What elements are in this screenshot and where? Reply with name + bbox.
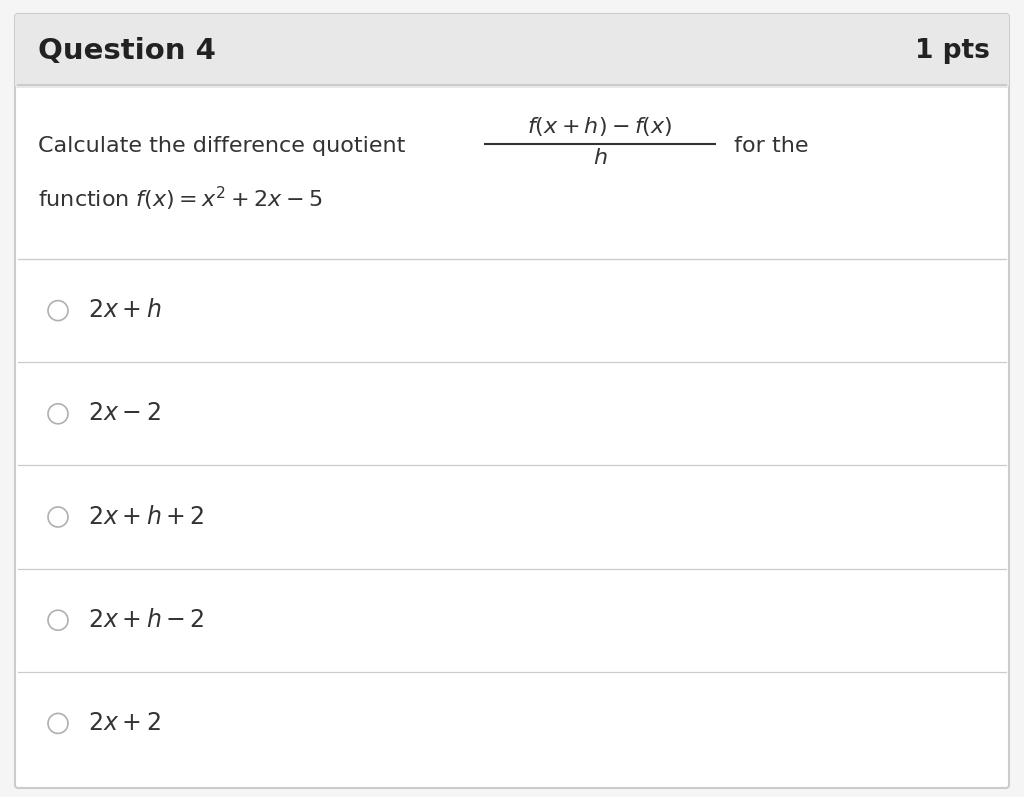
Text: for the: for the: [727, 136, 809, 156]
Circle shape: [48, 404, 68, 424]
Text: Question 4: Question 4: [38, 37, 216, 65]
Text: $2x + 2$: $2x + 2$: [88, 712, 161, 735]
Text: $2x + h + 2$: $2x + h + 2$: [88, 505, 205, 528]
Text: $h$: $h$: [593, 148, 607, 168]
Circle shape: [48, 611, 68, 630]
FancyBboxPatch shape: [15, 14, 1009, 88]
FancyBboxPatch shape: [15, 14, 1009, 788]
Text: 1 pts: 1 pts: [915, 38, 990, 64]
Text: Calculate the difference quotient: Calculate the difference quotient: [38, 136, 413, 156]
Circle shape: [48, 507, 68, 527]
Text: function $f(x) = x^2 + 2x - 5$: function $f(x) = x^2 + 2x - 5$: [38, 185, 323, 213]
Polygon shape: [18, 77, 1006, 85]
Text: $2x - 2$: $2x - 2$: [88, 402, 161, 426]
Text: $2x + h - 2$: $2x + h - 2$: [88, 609, 205, 632]
Text: $2x + h$: $2x + h$: [88, 299, 162, 322]
Circle shape: [48, 300, 68, 320]
Text: $f(x+h) - f(x)$: $f(x+h) - f(x)$: [527, 115, 673, 138]
Circle shape: [48, 713, 68, 733]
